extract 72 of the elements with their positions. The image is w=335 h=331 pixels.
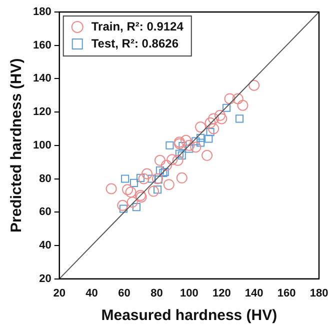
- point: [192, 137, 200, 146]
- point: [176, 172, 188, 184]
- point: [119, 204, 128, 213]
- point: [204, 134, 213, 143]
- point: [163, 179, 174, 190]
- point: [180, 134, 192, 146]
- point: [106, 183, 117, 194]
- point: [185, 144, 194, 153]
- y-tick-label: 60: [39, 206, 52, 218]
- point: [204, 117, 216, 128]
- point: [121, 174, 130, 183]
- point: [178, 142, 187, 150]
- point: [196, 134, 205, 142]
- x-tick-label: 120: [212, 287, 231, 300]
- point: [184, 140, 195, 151]
- point: [196, 138, 205, 147]
- x-tick-label: 60: [118, 287, 130, 300]
- point: [125, 186, 136, 198]
- point: [141, 168, 152, 180]
- point: [175, 150, 184, 158]
- point: [202, 150, 213, 161]
- point: [232, 93, 244, 104]
- point: [222, 104, 231, 112]
- point: [190, 142, 202, 153]
- legend-label: Test, R²: 0.8626: [91, 36, 179, 50]
- point: [237, 100, 248, 111]
- y-tick-label: 80: [39, 172, 52, 185]
- point: [206, 128, 214, 136]
- x-tick-label: 100: [180, 287, 198, 300]
- point: [172, 154, 184, 166]
- point: [195, 122, 206, 133]
- y-tick-label: 160: [32, 39, 52, 52]
- y-tick-label: 140: [32, 72, 52, 85]
- point: [132, 203, 140, 212]
- x-tick-label: 140: [244, 287, 264, 300]
- point: [208, 113, 220, 124]
- point: [136, 174, 145, 182]
- x-tick-label: 180: [310, 287, 328, 300]
- point: [126, 196, 138, 208]
- point: [216, 113, 228, 124]
- point: [138, 173, 150, 184]
- point: [117, 200, 128, 211]
- y-tick-label: 20: [39, 272, 52, 285]
- point: [248, 80, 260, 91]
- point: [154, 154, 166, 166]
- point: [153, 186, 162, 194]
- point: [148, 186, 159, 197]
- x-tick-label: 20: [53, 287, 66, 300]
- y-axis-title: Predicted hardness (HV): [8, 58, 26, 233]
- point: [166, 141, 174, 150]
- y-tick-label: 180: [32, 6, 52, 18]
- point: [208, 123, 220, 134]
- point: [224, 93, 236, 104]
- point: [178, 151, 186, 160]
- y-tick-label: 40: [39, 239, 52, 252]
- point: [130, 178, 138, 187]
- y-tick-label: 120: [32, 106, 52, 118]
- x-axis-title: Measured hardness (HV): [101, 307, 278, 324]
- point: [156, 166, 164, 174]
- point: [160, 160, 172, 171]
- point: [154, 176, 162, 184]
- legend-label: Train, R²: 0.9124: [91, 19, 184, 34]
- x-tick-label: 160: [277, 287, 296, 300]
- point: [122, 184, 134, 196]
- point: [214, 110, 226, 121]
- point: [148, 174, 156, 183]
- point: [152, 173, 164, 184]
- point: [235, 114, 244, 123]
- x-tick-label: 40: [86, 287, 98, 300]
- point: [166, 154, 178, 166]
- y-tick-label: 100: [32, 139, 52, 152]
- x-tick-label: 80: [150, 287, 163, 300]
